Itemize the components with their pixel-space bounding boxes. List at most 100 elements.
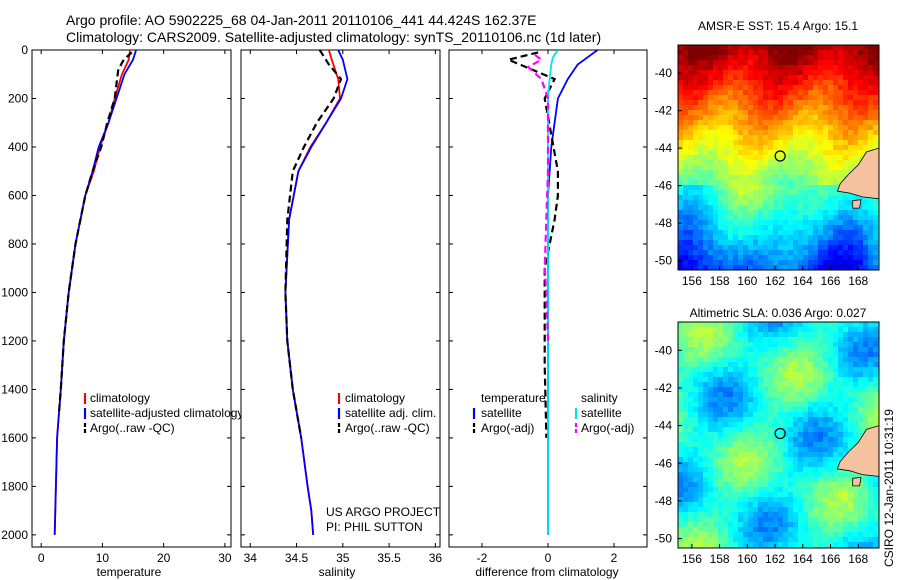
sla-cell — [748, 477, 754, 483]
sla-cell — [778, 507, 784, 513]
depth-tick-label: 1600 — [1, 431, 28, 445]
sst-cell — [818, 115, 824, 121]
sst-cell — [718, 155, 724, 161]
sla-cell — [793, 387, 799, 393]
sla-cell — [848, 502, 854, 508]
sst-cell — [708, 155, 714, 161]
sla-cell — [748, 437, 754, 443]
sla-cell — [753, 382, 759, 388]
sst-cell — [743, 240, 749, 246]
sst-cell — [753, 90, 759, 96]
sla-cell — [713, 482, 719, 488]
sla-cell — [783, 457, 789, 463]
sla-cell — [793, 362, 799, 368]
pi-credit: PI: PHIL SUTTON — [326, 520, 423, 534]
sla-cell — [753, 527, 759, 533]
sst-cell — [788, 105, 794, 111]
sla-cell — [813, 487, 819, 493]
sst-cell — [823, 250, 829, 256]
temperature-xtick-label: 20 — [157, 551, 171, 565]
sla-cell — [813, 382, 819, 388]
sla-cell — [778, 477, 784, 483]
sla-cell — [828, 442, 834, 448]
sst-cell — [723, 255, 729, 261]
sst-cell — [698, 50, 704, 56]
sst-cell — [828, 145, 834, 151]
sst-cell — [833, 250, 839, 256]
sla-cell — [728, 347, 734, 353]
sla-cell — [693, 517, 699, 523]
sst-cell — [753, 50, 759, 56]
sla-cell — [713, 452, 719, 458]
sla-cell — [713, 332, 719, 338]
sla-cell — [698, 387, 704, 393]
sla-cell — [808, 367, 814, 373]
sla-cell — [848, 362, 854, 368]
sst-cell — [773, 140, 779, 146]
sla-cell — [853, 427, 859, 433]
sla-cell — [848, 387, 854, 393]
sla-cell — [823, 322, 829, 328]
sst-cell — [843, 80, 849, 86]
lat-tick-label: -40 — [655, 343, 673, 357]
sla-cell — [798, 497, 804, 503]
sla-cell — [853, 472, 859, 478]
sst-cell — [848, 80, 854, 86]
sst-cell — [813, 65, 819, 71]
land-new-zealand — [836, 425, 879, 477]
sst-cell — [733, 110, 739, 116]
sla-cell — [823, 432, 829, 438]
sst-cell — [758, 110, 764, 116]
sst-cell — [753, 70, 759, 76]
sst-cell — [703, 180, 709, 186]
sla-cell — [783, 392, 789, 398]
sst-cell — [768, 250, 774, 256]
sla-cell — [873, 487, 879, 493]
sst-cell — [783, 100, 789, 106]
sla-cell — [763, 332, 769, 338]
sla-cell — [698, 432, 704, 438]
sla-cell — [693, 457, 699, 463]
sla-cell — [848, 517, 854, 523]
sst-cell — [848, 240, 854, 246]
sst-cell — [803, 75, 809, 81]
sst-cell — [828, 90, 834, 96]
sla-cell — [808, 377, 814, 383]
sst-cell — [798, 50, 804, 56]
sst-cell — [798, 180, 804, 186]
sla-cell — [838, 332, 844, 338]
sst-cell — [818, 255, 824, 261]
sla-cell — [808, 457, 814, 463]
sla-cell — [743, 457, 749, 463]
sst-cell — [803, 230, 809, 236]
sst-cell — [678, 230, 684, 236]
sst-cell — [783, 260, 789, 266]
sla-cell — [688, 417, 694, 423]
sst-cell — [748, 85, 754, 91]
sla-cell — [743, 392, 749, 398]
sst-cell — [688, 155, 694, 161]
sla-cell — [853, 377, 859, 383]
sla-cell — [788, 472, 794, 478]
sla-cell — [808, 487, 814, 493]
sst-cell — [683, 115, 689, 121]
sla-cell — [853, 412, 859, 418]
sla-cell — [838, 447, 844, 453]
sst-cell — [753, 210, 759, 216]
sla-cell — [708, 387, 714, 393]
sla-cell — [823, 467, 829, 473]
sst-cell — [743, 130, 749, 136]
temperature-panel: 0 10 20 30020040060080010001200140016001800… — [1, 43, 243, 579]
sla-cell — [748, 327, 754, 333]
sst-cell — [698, 130, 704, 136]
sla-cell — [698, 507, 704, 513]
sst-cell — [848, 115, 854, 121]
sst-cell — [748, 255, 754, 261]
sla-cell — [758, 347, 764, 353]
sla-cell — [718, 522, 724, 528]
sla-cell — [753, 417, 759, 423]
sst-cell — [748, 180, 754, 186]
sla-cell — [828, 437, 834, 443]
sst-cell — [713, 185, 719, 191]
sst-cell — [773, 90, 779, 96]
